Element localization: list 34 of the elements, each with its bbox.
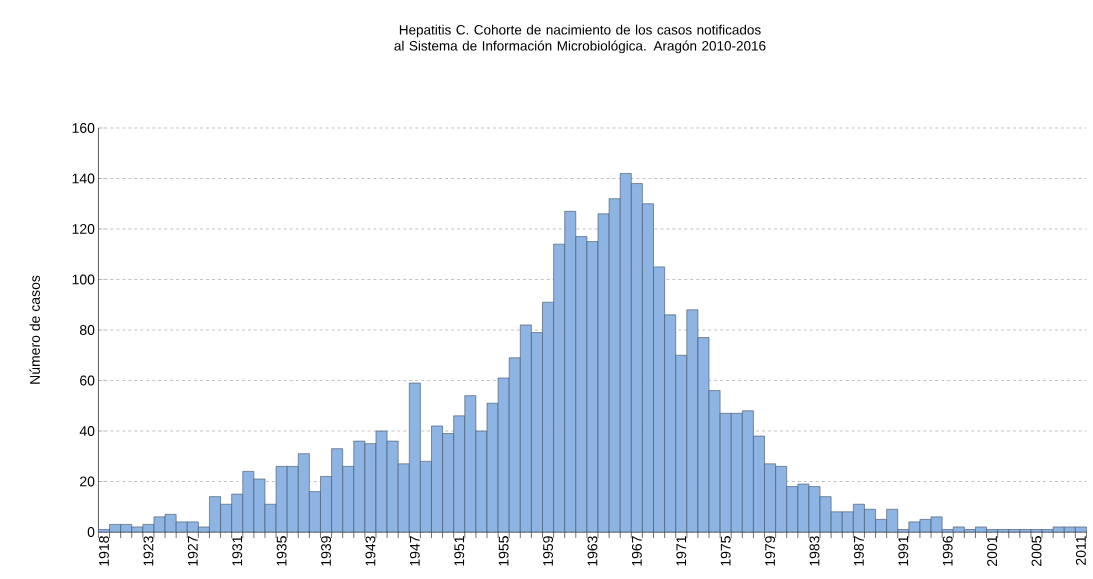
y-tick-label: 140 bbox=[72, 173, 95, 184]
x-tick-label: 1918 bbox=[99, 536, 109, 566]
x-tick-label: 1931 bbox=[232, 536, 243, 566]
x-tick-label: 1947 bbox=[409, 536, 420, 566]
x-tick-label: 1951 bbox=[454, 536, 465, 566]
x-tick-label: 1991 bbox=[898, 536, 909, 566]
y-tick-label: 160 bbox=[72, 123, 95, 133]
x-tick-label: 1996 bbox=[942, 536, 953, 566]
x-tick-label: 1935 bbox=[276, 536, 287, 566]
y-tick-label: 20 bbox=[80, 476, 95, 487]
x-tick-label: 2005 bbox=[1031, 536, 1042, 566]
chart-title: Hepatitis C. Cohorte de nacimiento de los casos notificados al Sistema de Información Microbiológica. Aragón 2010-2016 bbox=[394, 24, 766, 54]
x-tick-label: 1923 bbox=[143, 536, 154, 566]
y-tick-label: 120 bbox=[72, 224, 95, 234]
y-tick-label: 100 bbox=[72, 274, 95, 285]
x-tick-label: 2011 bbox=[1075, 536, 1086, 565]
x-tick-label: 1963 bbox=[587, 536, 598, 566]
x-tick-label: 1971 bbox=[676, 536, 687, 566]
x-tick-label: 1943 bbox=[365, 536, 376, 566]
y-tick-label: 80 bbox=[79, 325, 95, 335]
x-tick-label: 1955 bbox=[498, 536, 509, 566]
x-tick-label: 1967 bbox=[631, 536, 642, 566]
x-tick-label: 1983 bbox=[809, 536, 820, 566]
x-tick-label: 2001 bbox=[987, 536, 998, 566]
x-tick-label: 1987 bbox=[853, 536, 864, 566]
x-tick-label: 1979 bbox=[765, 536, 776, 566]
y-tick-label: 40 bbox=[79, 426, 95, 436]
y-tick-label: 60 bbox=[80, 375, 95, 386]
x-tick-label: 1939 bbox=[321, 536, 331, 566]
x-tick-label: 1975 bbox=[720, 536, 731, 566]
y-tick-label: 0 bbox=[87, 527, 95, 537]
y-axis-title: Número de casos bbox=[29, 275, 40, 384]
x-tick-label: 1927 bbox=[187, 536, 198, 566]
x-tick-label: 1959 bbox=[543, 536, 554, 566]
